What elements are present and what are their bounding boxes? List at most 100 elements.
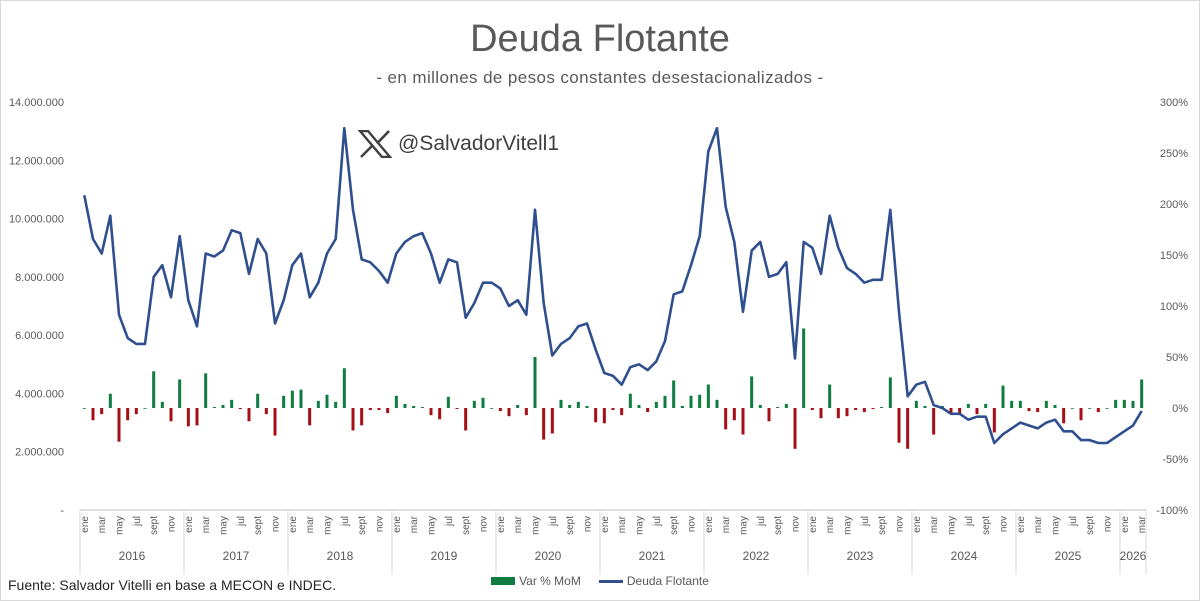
bar-var-mom <box>169 408 173 422</box>
bar-var-mom <box>871 408 875 410</box>
bar-var-mom <box>282 395 286 408</box>
bar-var-mom <box>464 408 468 431</box>
x-month-tick-label: jul <box>964 516 975 527</box>
bar-var-mom <box>429 408 433 416</box>
bar-var-mom <box>377 408 381 411</box>
bar-var-mom <box>906 408 910 449</box>
y-right-tick-label: 300% <box>1160 97 1188 109</box>
x-month-tick-label: mar <box>201 515 212 533</box>
bar-var-mom <box>966 403 970 408</box>
x-month-tick-label: may <box>739 516 750 535</box>
bar-var-mom <box>368 408 372 411</box>
x-month-tick-label: ene <box>912 516 923 533</box>
bar-var-mom <box>767 408 771 422</box>
y-left-tick-label: 4.000.000 <box>15 388 64 400</box>
bar-var-mom <box>533 357 537 408</box>
bar-var-mom <box>680 405 684 408</box>
x-month-tick-label: ene <box>1016 516 1027 533</box>
x-month-tick-label: sept <box>357 516 368 535</box>
bar-var-mom <box>550 408 554 434</box>
bar-var-mom <box>498 408 502 412</box>
x-month-tick-label: jul <box>132 516 143 527</box>
bar-var-mom <box>706 384 710 408</box>
y-right-tick-label: 250% <box>1160 148 1188 160</box>
bar-var-mom <box>654 401 658 408</box>
bar-var-mom <box>91 408 95 421</box>
bar-var-mom <box>1062 408 1066 424</box>
x-year-label: 2016 <box>119 549 146 563</box>
bar-var-mom <box>524 408 528 416</box>
x-month-tick-label: mar <box>513 515 524 533</box>
x-month-tick-label: may <box>635 516 646 535</box>
x-month-tick-label: may <box>1051 516 1062 535</box>
x-month-tick-label: nov <box>583 516 594 532</box>
x-month-tick-label: nov <box>271 516 282 532</box>
y-left-tick-label: 12.000.000 <box>9 155 64 167</box>
bar-var-mom <box>637 404 641 408</box>
x-month-tick-label: may <box>427 516 438 535</box>
bar-var-mom <box>446 396 450 408</box>
bar-var-mom <box>602 408 606 424</box>
x-month-tick-label: may <box>843 516 854 535</box>
x-month-tick-label: ene <box>184 516 195 533</box>
bar-var-mom <box>316 400 320 408</box>
y-right-tick-label: 150% <box>1160 250 1188 262</box>
x-month-tick-label: ene <box>600 516 611 533</box>
x-year-label: 2019 <box>431 549 458 563</box>
x-month-tick-label: mar <box>721 515 732 533</box>
bar-var-mom <box>646 408 650 413</box>
x-month-tick-label: sept <box>877 516 888 535</box>
bar-var-mom <box>1027 408 1031 412</box>
y-left-tick-label: 10.000.000 <box>9 214 64 226</box>
bar-var-mom <box>897 408 901 443</box>
bar-var-mom <box>143 408 147 409</box>
x-month-tick-label: jul <box>1068 516 1079 527</box>
x-month-tick-label: may <box>115 516 126 535</box>
y-right-tick-label: 200% <box>1160 199 1188 211</box>
bar-var-mom <box>559 399 563 408</box>
bar-var-mom <box>273 408 277 436</box>
y-left-tick-label: 6.000.000 <box>15 330 64 342</box>
bar-var-mom <box>325 394 329 408</box>
y-right-tick-label: -50% <box>1162 454 1188 466</box>
bar-var-mom <box>1044 400 1048 408</box>
bar-var-mom <box>160 401 164 408</box>
bar-var-mom <box>888 377 892 408</box>
bar-var-mom <box>819 408 823 419</box>
x-month-tick-label: ene <box>808 516 819 533</box>
bar-var-mom <box>594 408 598 423</box>
x-year-label: 2020 <box>535 549 562 563</box>
bar-var-mom <box>420 406 424 408</box>
y-left-tick-label: - <box>60 505 64 517</box>
bar-var-mom <box>117 408 121 442</box>
bar-var-mom <box>802 328 806 408</box>
bar-var-mom <box>82 408 86 409</box>
bar-var-mom <box>256 393 260 408</box>
bar-var-mom <box>836 408 840 419</box>
bar-var-mom <box>758 404 762 408</box>
x-month-tick-label: jul <box>340 516 351 527</box>
bar-var-mom <box>1088 408 1092 409</box>
bar-var-mom <box>507 408 511 417</box>
bar-var-mom <box>784 403 788 408</box>
bar-var-mom <box>689 395 693 408</box>
x-month-tick-label: nov <box>1103 516 1114 532</box>
social-handle: @SalvadorVitell1 <box>358 130 559 158</box>
x-month-tick-label: ene <box>1120 516 1131 533</box>
x-year-label: 2024 <box>951 549 978 563</box>
x-month-tick-label: ene <box>80 516 91 533</box>
x-month-tick-label: jul <box>756 516 767 527</box>
bar-var-mom <box>845 408 849 417</box>
bar-var-mom <box>732 408 736 421</box>
bar-var-mom <box>715 399 719 408</box>
x-month-tick-label: may <box>947 516 958 535</box>
bar-var-mom <box>611 408 615 411</box>
bar-var-mom <box>854 408 858 411</box>
x-year-label: 2018 <box>327 549 354 563</box>
bar-var-mom <box>351 408 355 431</box>
bar-var-mom <box>152 371 156 408</box>
x-month-tick-label: ene <box>704 516 715 533</box>
bar-var-mom <box>793 408 797 449</box>
x-year-label: 2021 <box>639 549 666 563</box>
